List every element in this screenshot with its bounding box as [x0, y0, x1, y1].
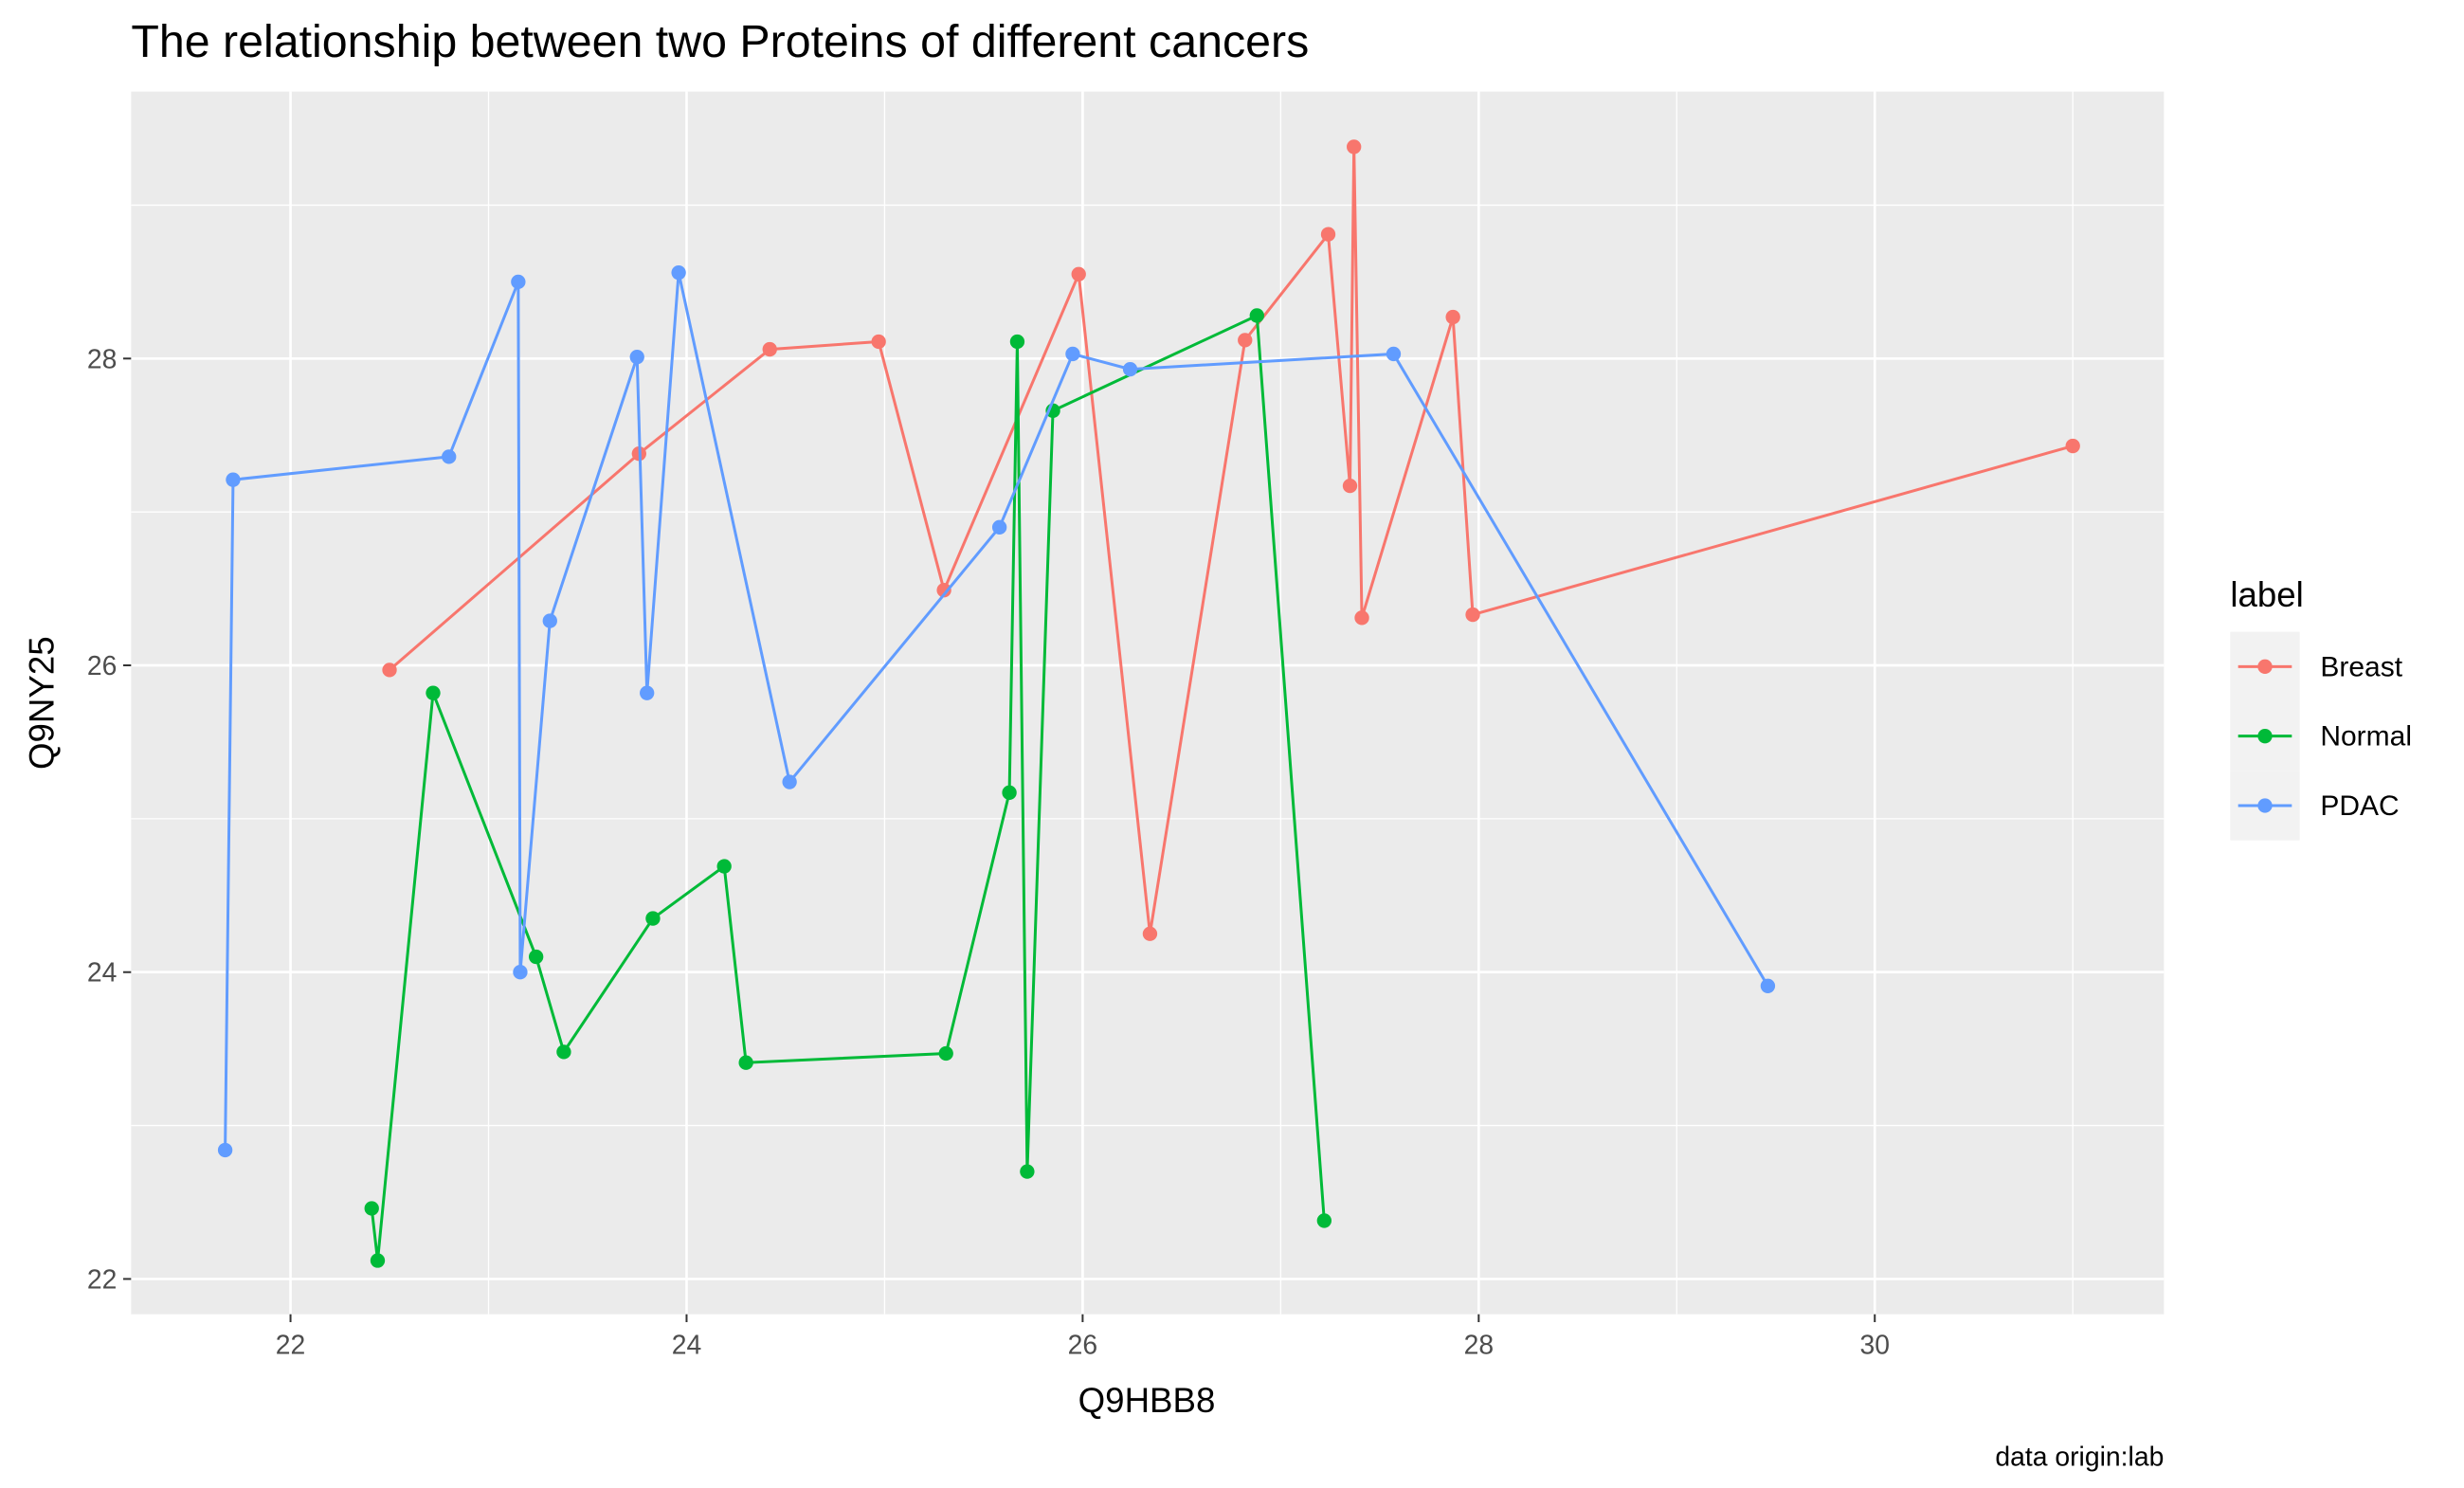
point: [528, 949, 544, 965]
y-tick-label: 28: [87, 344, 118, 374]
series: [364, 308, 1332, 1268]
chart-title: The relationship between two Proteins of…: [131, 16, 1309, 67]
point: [936, 583, 951, 598]
point: [370, 1253, 386, 1268]
legend-marker: [2257, 729, 2273, 744]
point: [226, 472, 241, 487]
point: [556, 1044, 571, 1060]
x-tick-label: 22: [276, 1330, 306, 1360]
series: [382, 139, 2080, 941]
legend-title: label: [2230, 575, 2303, 614]
point: [364, 1201, 379, 1216]
legend-marker: [2257, 659, 2273, 674]
point: [1445, 309, 1460, 325]
legend-label: Breast: [2320, 651, 2402, 682]
point: [511, 274, 526, 290]
y-tick-label: 24: [87, 958, 118, 989]
point: [991, 519, 1007, 535]
point: [1354, 610, 1369, 626]
point: [1465, 607, 1480, 623]
legend-marker: [2257, 798, 2273, 813]
series: [217, 264, 1776, 1158]
y-tick-label: 22: [87, 1264, 118, 1295]
point: [738, 1055, 753, 1070]
point: [1342, 478, 1358, 494]
point: [671, 264, 686, 281]
point: [871, 334, 886, 350]
point: [1122, 361, 1138, 377]
caption: data origin:lab: [1995, 1443, 2164, 1473]
point: [1249, 308, 1264, 323]
point: [1320, 227, 1336, 242]
point: [513, 965, 528, 980]
point: [1760, 978, 1776, 993]
point: [629, 350, 644, 365]
point: [645, 911, 661, 926]
point: [716, 859, 732, 874]
point: [1071, 266, 1086, 281]
point: [938, 1045, 953, 1062]
point: [1386, 346, 1402, 362]
plot-panel: [131, 91, 2165, 1315]
x-axis-title: Q9HBB8: [1078, 1381, 1216, 1420]
point: [1238, 333, 1253, 348]
point: [2065, 438, 2080, 454]
x-tick-label: 26: [1068, 1330, 1098, 1360]
point: [217, 1142, 233, 1158]
point: [1347, 139, 1362, 154]
y-tick-label: 26: [87, 651, 118, 681]
x-tick-label: 24: [672, 1330, 702, 1360]
point: [762, 341, 777, 357]
x-tick-label: 28: [1464, 1330, 1495, 1360]
legend-label: PDAC: [2320, 790, 2399, 822]
y-axis-title: Q9NY25: [23, 636, 62, 770]
point: [640, 685, 655, 700]
point: [1316, 1213, 1332, 1228]
point: [442, 449, 457, 464]
point: [782, 774, 797, 789]
x-tick-label: 30: [1859, 1330, 1890, 1360]
point: [1065, 346, 1080, 362]
point: [1020, 1164, 1035, 1179]
point: [1009, 334, 1025, 350]
point: [1142, 926, 1158, 941]
point: [426, 685, 441, 700]
point: [542, 613, 557, 628]
legend-label: Normal: [2320, 721, 2412, 753]
point: [1002, 785, 1017, 801]
point: [382, 662, 397, 678]
